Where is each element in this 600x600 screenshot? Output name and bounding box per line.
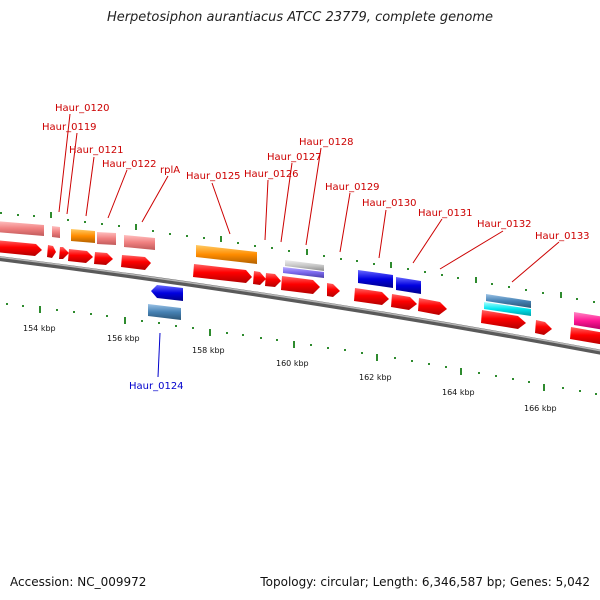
scale-tick-row	[6, 303, 597, 395]
cds-arrow	[59, 247, 69, 259]
feature-block	[396, 277, 421, 294]
scale-label: 156 kbp	[107, 334, 140, 343]
outer-feature-row	[0, 221, 600, 330]
feature-block	[148, 304, 181, 320]
scale-label: 166 kbp	[524, 404, 557, 413]
cds-arrow	[481, 310, 526, 329]
feature-block	[71, 229, 95, 243]
cds-arrow	[0, 240, 42, 256]
label-leaders	[58, 113, 560, 283]
feature-block	[574, 312, 600, 330]
scale-label: 164 kbp	[442, 388, 475, 397]
gene-label: Haur_0121	[69, 145, 124, 156]
feature-block	[0, 221, 44, 236]
scale-label: 160 kbp	[276, 359, 309, 368]
cds-arrow	[94, 252, 113, 265]
cds-arrow	[354, 288, 389, 305]
feature-block	[196, 245, 257, 264]
gene-label: Haur_0125	[186, 171, 241, 182]
gene-label: Haur_0122	[102, 159, 157, 170]
scale-label: 158 kbp	[192, 346, 225, 355]
scale-label: 154 kbp	[23, 324, 56, 333]
gene-label: rplA	[160, 165, 180, 176]
label-leader-reverse	[157, 332, 161, 378]
feature-block	[52, 226, 60, 238]
feature-block	[285, 260, 324, 271]
gene-label: Haur_0120	[55, 103, 110, 114]
cds-arrow	[418, 298, 447, 315]
gene-label: Haur_0131	[418, 208, 473, 219]
feature-block	[283, 267, 324, 278]
reverse-feature-row	[148, 285, 183, 320]
cds-arrow	[391, 294, 417, 310]
outer-tick-row	[0, 212, 595, 303]
genome-backbone	[0, 256, 600, 355]
cds-arrow	[253, 271, 266, 285]
gene-label: Haur_0128	[299, 137, 354, 148]
accession-text: Accession: NC_009972	[10, 575, 147, 589]
feature-block	[358, 270, 393, 288]
scale-label: 162 kbp	[359, 373, 392, 382]
forward-cds-row	[0, 240, 600, 345]
cds-arrow	[570, 327, 600, 345]
cds-arrow	[327, 283, 340, 297]
gene-label: Haur_0126	[244, 169, 299, 180]
feature-block	[486, 294, 531, 308]
cds-arrow	[193, 264, 252, 283]
gene-label: Haur_0130	[362, 198, 417, 209]
feature-block	[124, 235, 155, 250]
cds-arrow	[68, 249, 93, 263]
cds-arrow	[121, 255, 151, 270]
cds-arrow	[265, 273, 281, 287]
gene-label: Haur_0119	[42, 122, 97, 133]
gene-label: Haur_0132	[477, 219, 532, 230]
gene-label: Haur_0124	[129, 381, 184, 392]
gene-label: Haur_0129	[325, 182, 380, 193]
gene-label: Haur_0133	[535, 231, 590, 242]
cds-arrow-reverse	[151, 285, 183, 301]
feature-block	[484, 302, 531, 316]
topology-text: Topology: circular; Length: 6,346,587 bp…	[260, 575, 590, 589]
map-title: Herpetosiphon aurantiacus ATCC 23779, co…	[106, 10, 494, 25]
cds-arrow	[47, 245, 56, 258]
feature-block	[97, 232, 116, 245]
cds-arrow	[535, 320, 552, 335]
gene-label: Haur_0127	[267, 152, 322, 163]
cds-arrow	[281, 276, 320, 294]
